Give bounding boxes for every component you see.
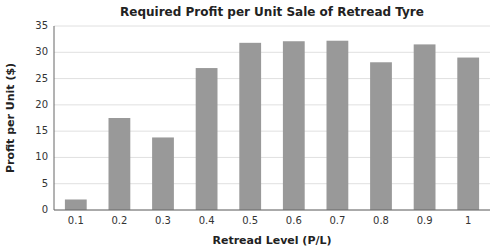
bar (283, 41, 305, 210)
y-tick-label: 30 (35, 46, 48, 57)
chart: 051015202530350.10.20.30.40.50.60.70.80.… (0, 0, 500, 252)
title: Required Profit per Unit Sale of Retread… (120, 5, 424, 19)
y-ticks: 0 5 10 15 20 25 30 35 (35, 20, 48, 215)
x-tick-label: 0.4 (199, 215, 215, 226)
bar (109, 118, 131, 210)
grid-line (54, 26, 490, 27)
x-ticks: 0.1 0.2 0.3 0.4 0.5 0.6 0.7 0.8 0.9 1 (68, 215, 472, 226)
bars (65, 41, 479, 210)
y-axis-label: Profit per Unit ($) (4, 63, 17, 173)
x-tick-label: 1 (465, 215, 471, 226)
bar (239, 43, 261, 210)
bar (414, 44, 436, 210)
y-axis-line (54, 26, 55, 210)
x-tick-label: 0.9 (417, 215, 433, 226)
bar (327, 41, 349, 210)
x-tick-label: 0.3 (155, 215, 171, 226)
x-tick-label: 0.6 (286, 215, 302, 226)
grid-line (54, 210, 490, 211)
y-tick-label: 20 (35, 99, 48, 110)
x-tick-label: 0.2 (111, 215, 127, 226)
bar (196, 68, 218, 210)
x-tick-label: 0.5 (242, 215, 258, 226)
x-tick-label: 0.1 (68, 215, 84, 226)
chart-container: 051015202530350.10.20.30.40.50.60.70.80.… (0, 0, 500, 252)
y-tick-label: 15 (35, 125, 48, 136)
x-axis-line (54, 210, 490, 211)
y-tick-label: 25 (35, 73, 48, 84)
bar (457, 58, 479, 210)
bar (152, 137, 174, 210)
x-tick-label: 0.7 (329, 215, 345, 226)
y-tick-label: 5 (42, 178, 48, 189)
x-axis-label: Retread Level (P/L) (212, 234, 331, 247)
y-tick-label: 0 (42, 204, 48, 215)
y-tick-label: 35 (35, 20, 48, 31)
x-tick-label: 0.8 (373, 215, 389, 226)
bar (370, 62, 392, 210)
grid (54, 26, 490, 210)
bar (65, 199, 87, 210)
y-tick-label: 10 (35, 151, 48, 162)
